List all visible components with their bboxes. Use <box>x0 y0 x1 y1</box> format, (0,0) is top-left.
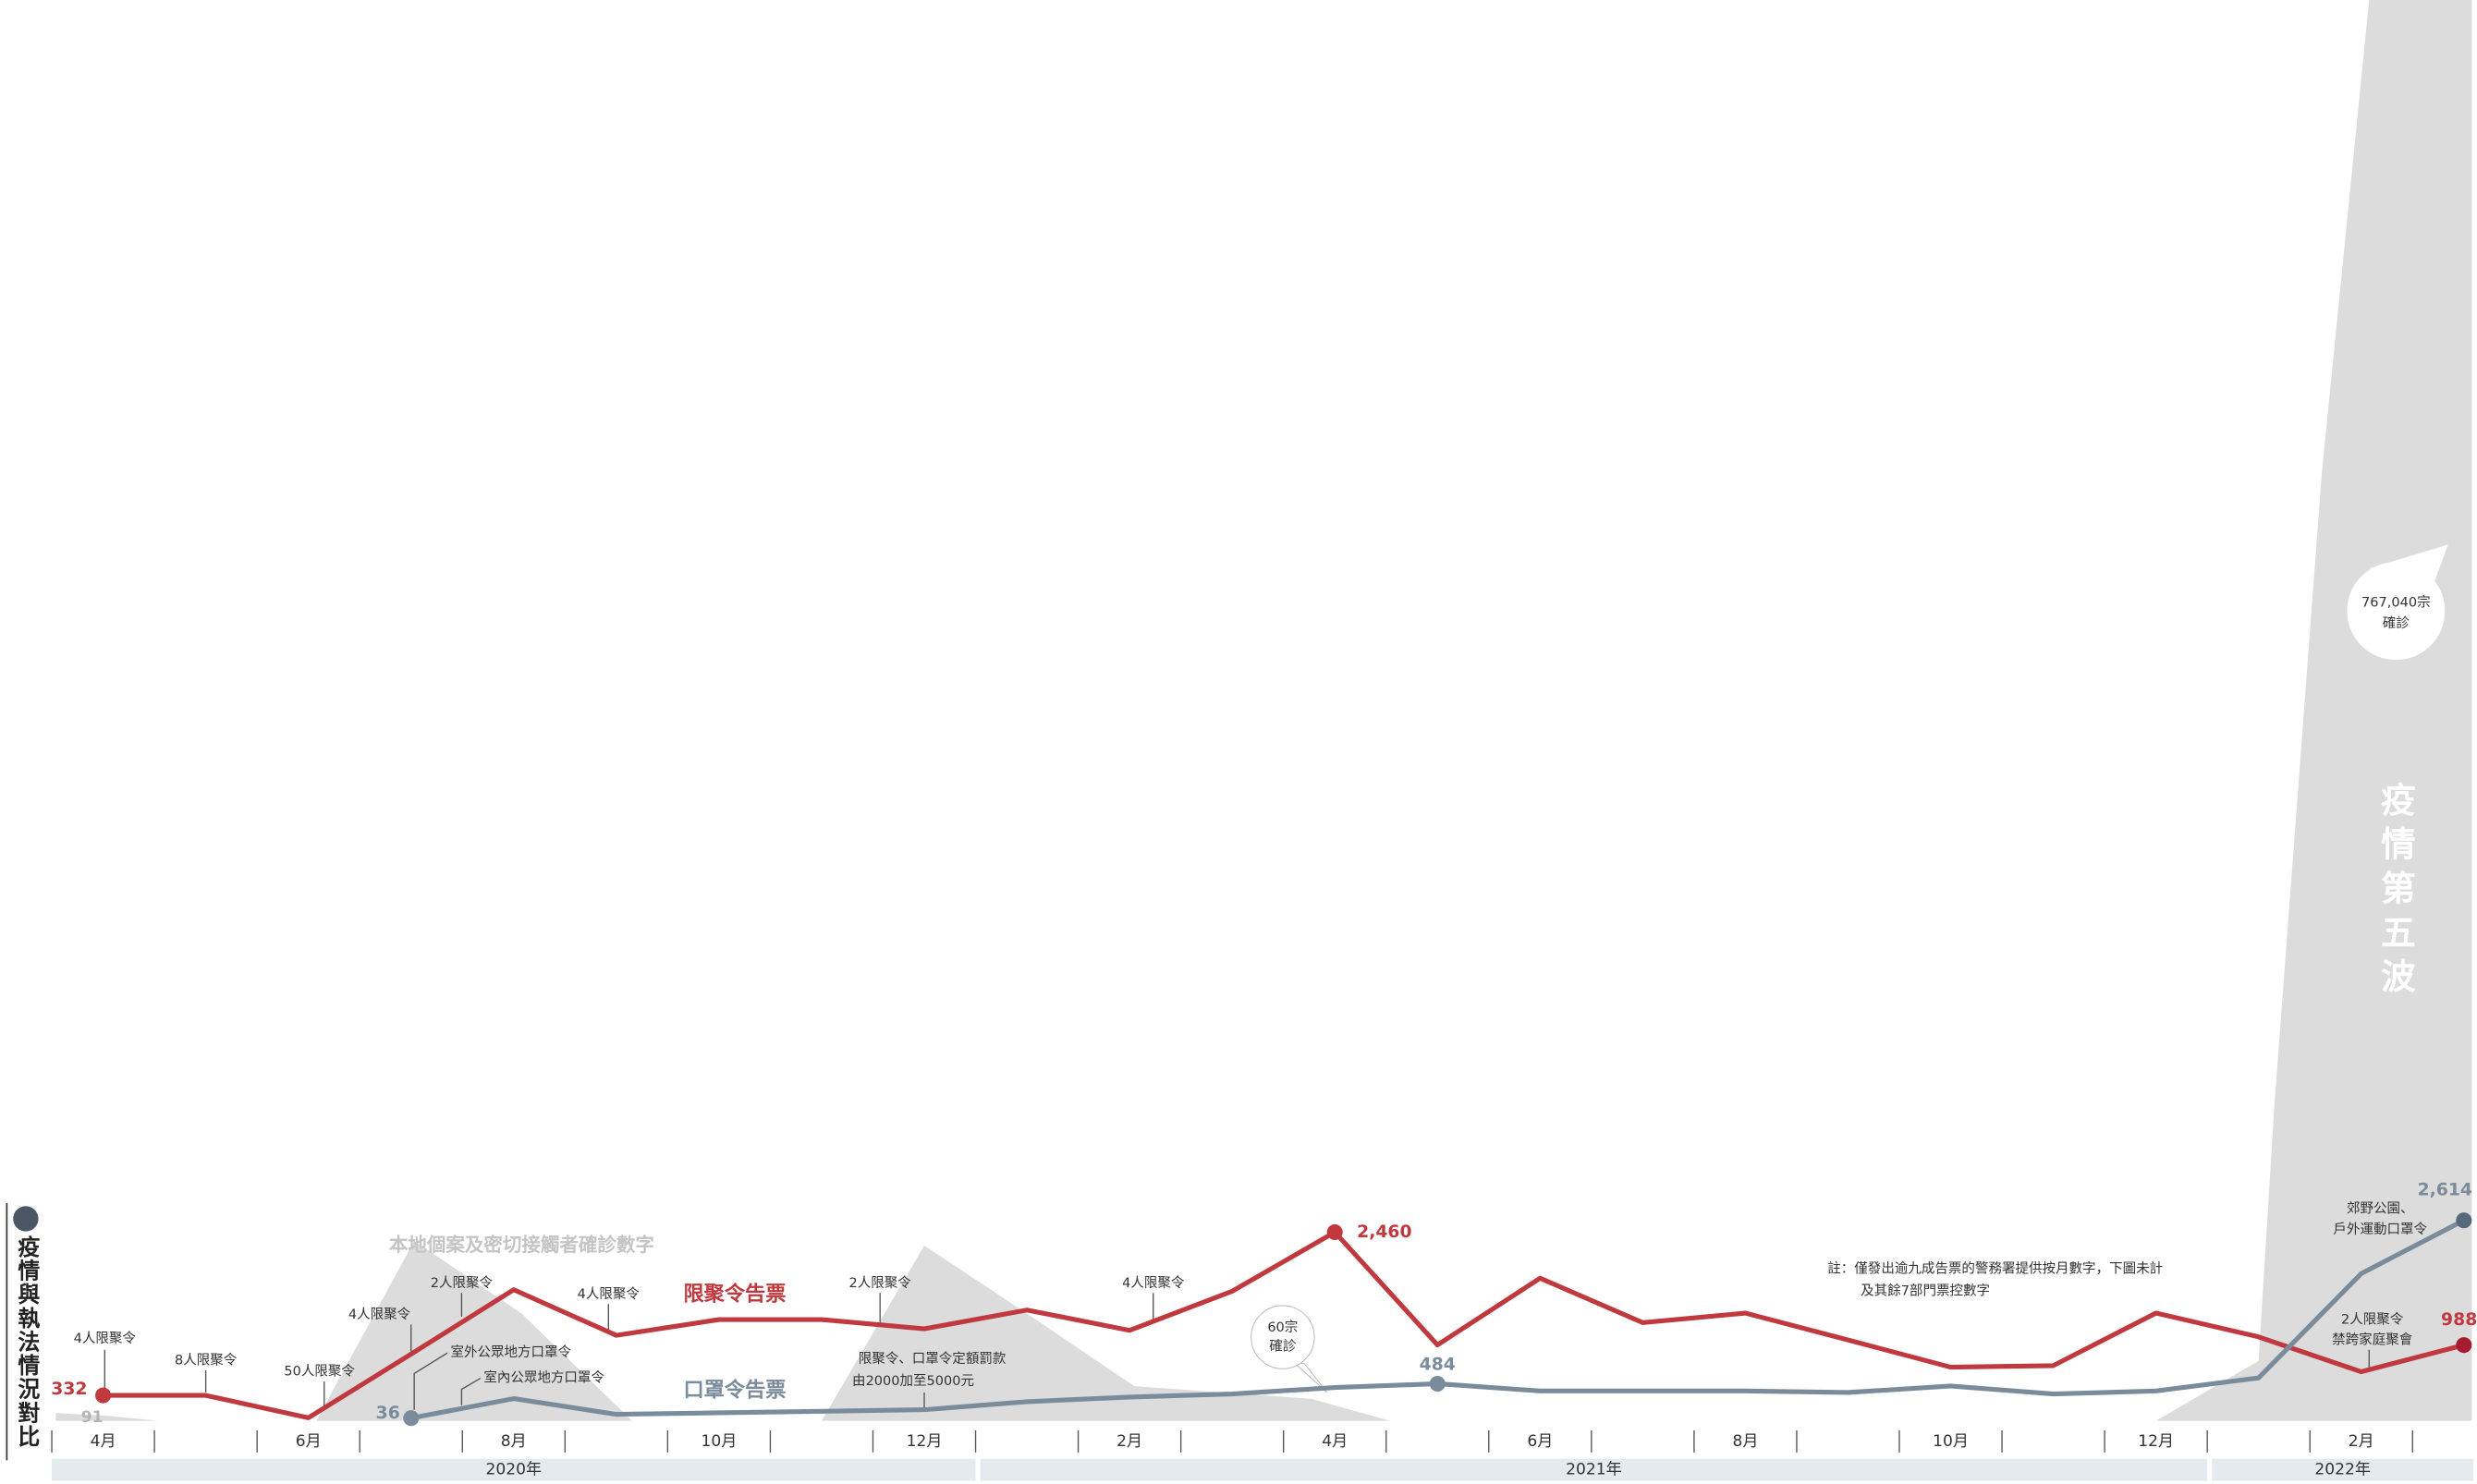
point <box>95 1387 112 1404</box>
annotation: 8人限聚令 <box>175 1353 238 1368</box>
data-label: 36 <box>376 1404 400 1423</box>
cases-start-label: 91 <box>81 1408 104 1427</box>
year-bar <box>52 1458 976 1481</box>
annotation: 2人限聚令 <box>2341 1311 2404 1327</box>
legend-label: 口罩令告票 <box>683 1378 786 1403</box>
leader <box>413 1352 448 1410</box>
year-label: 2022年 <box>2314 1461 2371 1479</box>
x-tick-label: 6月 <box>1527 1432 1553 1451</box>
annotation: 4人限聚令 <box>1122 1275 1185 1291</box>
title-dot <box>13 1206 39 1232</box>
annotation: 50人限聚令 <box>284 1364 355 1380</box>
annotation: 4人限聚令 <box>348 1307 411 1322</box>
data-label: 988 <box>2441 1310 2477 1330</box>
point <box>403 1410 420 1427</box>
year-label: 2021年 <box>1566 1461 1622 1479</box>
data-label: 332 <box>51 1380 87 1399</box>
x-tick-label: 6月 <box>296 1432 322 1451</box>
x-tick-label: 12月 <box>907 1432 943 1451</box>
point <box>2456 1337 2472 1354</box>
year-bar <box>2212 1458 2474 1481</box>
bubble-label: 60宗 <box>1267 1320 1298 1335</box>
year-label: 2020年 <box>486 1461 543 1479</box>
small-bubble <box>1251 1305 1315 1369</box>
leader <box>460 1377 482 1405</box>
x-tick-label: 2月 <box>1116 1432 1142 1451</box>
x-tick-label: 4月 <box>91 1432 116 1451</box>
annotation: 由2000加至5000元 <box>852 1373 974 1389</box>
annotation: 2人限聚令 <box>849 1275 912 1291</box>
peak-label: 確診 <box>2383 615 2410 631</box>
x-tick-label: 4月 <box>1322 1432 1348 1451</box>
x-tick-label: 10月 <box>701 1432 737 1451</box>
point <box>1326 1223 1343 1241</box>
x-tick-label: 12月 <box>2138 1432 2174 1451</box>
annotation: 2人限聚令 <box>431 1275 494 1291</box>
legend-label: 限聚令告票 <box>683 1281 786 1306</box>
point <box>1429 1375 1446 1393</box>
annotation: 禁跨家庭聚會 <box>2332 1332 2413 1348</box>
data-label: 484 <box>1420 1355 1456 1374</box>
peak-label: 767,040宗 <box>2361 595 2431 611</box>
point <box>2456 1212 2472 1229</box>
year-bar <box>980 1458 2208 1481</box>
x-tick-label: 8月 <box>1732 1432 1758 1451</box>
annotation: 室外公眾地方口罩令 <box>450 1344 571 1360</box>
bubble-label: 確診 <box>1269 1338 1297 1354</box>
peak-bubble <box>2347 562 2446 661</box>
plot: 4月 6月 8月 10月 12月 2月 4月 6月 8月 10月 12月 2月 2020年 2021年 20… <box>51 1181 2477 1481</box>
fifth-wave-label: 疫情第五波 <box>2374 782 2415 1003</box>
annotation: 4人限聚令 <box>578 1286 641 1302</box>
x-tick-label: 8月 <box>501 1432 527 1451</box>
data-label: 2,614 <box>2418 1181 2472 1200</box>
note: 註：僅發出逾九成告票的警務署提供按月數字，下圖未計 <box>1827 1261 2163 1277</box>
annotation: 限聚令、口罩令定額罰款 <box>859 1351 1007 1367</box>
chart-title: 疫情與執法情況對比 <box>14 1235 40 1449</box>
x-tick-label: 10月 <box>1933 1432 1969 1451</box>
note: 及其餘7部門票控數字 <box>1861 1283 1990 1299</box>
x-tick-label: 2月 <box>2349 1432 2374 1451</box>
series-line <box>103 1229 2465 1420</box>
cases-label: 本地個案及密切接觸者確診數字 <box>389 1234 654 1256</box>
annotation: 室內公眾地方口罩令 <box>483 1370 604 1386</box>
data-label: 2,460 <box>1357 1222 1411 1242</box>
annotation: 4人限聚令 <box>74 1331 137 1346</box>
annotation: 郊野公園、 <box>2347 1201 2414 1217</box>
annotation: 戶外運動口罩令 <box>2333 1222 2427 1237</box>
cases-area <box>55 0 2472 1421</box>
